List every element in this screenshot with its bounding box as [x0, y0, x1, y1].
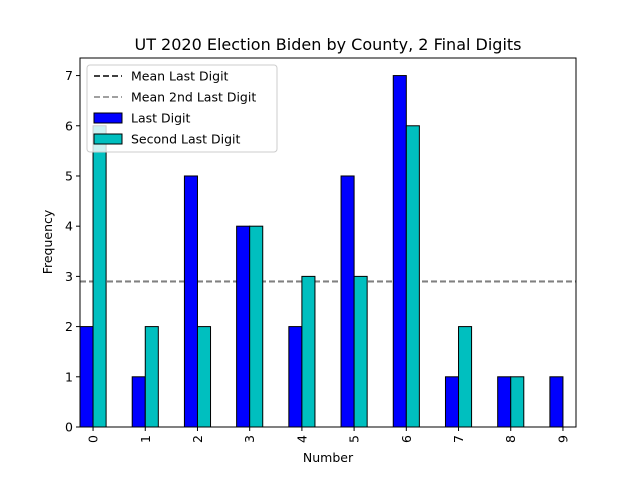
bar-last-digit-0	[79, 326, 94, 428]
legend-label: Second Last Digit	[131, 132, 240, 147]
bar-last-digit-2	[183, 175, 198, 428]
x-tick-label: 5	[347, 435, 362, 443]
legend-label: Mean 2nd Last Digit	[131, 90, 256, 105]
legend-label: Last Digit	[131, 111, 191, 126]
bars	[79, 75, 564, 428]
plot-frame	[79, 57, 577, 428]
y-tick-label: 2	[65, 319, 73, 334]
bar-last-digit-3	[236, 225, 251, 428]
x-tick-label: 2	[190, 435, 205, 443]
x-tick-label: 9	[555, 435, 570, 443]
x-axis-label: Number	[303, 450, 354, 465]
y-axis-ticks: 0 1 2 3 4 5 6 7	[65, 68, 80, 435]
y-tick-label: 6	[65, 118, 73, 133]
bar-last-digit-6	[392, 75, 407, 428]
bar-second-last-digit-3	[249, 225, 264, 428]
bar-last-digit-5	[340, 175, 355, 428]
legend-patch-swatch	[93, 133, 123, 145]
x-tick-label: 7	[451, 435, 466, 443]
y-axis-label: Frequency	[40, 209, 55, 274]
x-tick-label: 3	[242, 435, 257, 443]
legend-label: Mean Last Digit	[131, 69, 229, 84]
bar-last-digit-4	[288, 326, 303, 428]
legend: Mean Last Digit Mean 2nd Last Digit Last D…	[86, 64, 278, 153]
bar-second-last-digit-8	[510, 376, 525, 428]
y-tick-label: 1	[65, 369, 73, 384]
bar-second-last-digit-7	[458, 326, 473, 428]
bar-second-last-digit-1	[144, 326, 159, 428]
y-tick-label: 5	[65, 168, 73, 183]
y-tick-label: 7	[65, 68, 73, 83]
bar-second-last-digit-6	[405, 125, 420, 428]
legend-box	[86, 64, 278, 153]
bar-last-digit-7	[444, 376, 460, 428]
bar-second-last-digit-0	[92, 125, 107, 428]
legend-patch-swatch	[93, 112, 123, 124]
y-tick-label: 3	[65, 269, 73, 284]
x-tick-label: 6	[399, 435, 414, 443]
bar-last-digit-9	[549, 376, 564, 428]
x-tick-label: 1	[138, 435, 153, 443]
bar-last-digit-1	[131, 376, 146, 428]
y-tick-label: 0	[65, 420, 73, 435]
x-tick-label: 8	[503, 435, 518, 443]
x-tick-label: 0	[86, 435, 101, 443]
y-tick-label: 4	[65, 219, 73, 234]
bar-second-last-digit-5	[353, 275, 368, 428]
x-tick-label: 4	[294, 435, 309, 443]
bar-second-last-digit-2	[196, 326, 212, 428]
chart-title: UT 2020 Election Biden by County, 2 Fina…	[134, 35, 521, 54]
bar-last-digit-8	[497, 376, 512, 428]
x-axis-ticks: 0 1 2 3 4 5 6 7 8 9	[86, 427, 570, 443]
bar-second-last-digit-4	[301, 275, 316, 428]
